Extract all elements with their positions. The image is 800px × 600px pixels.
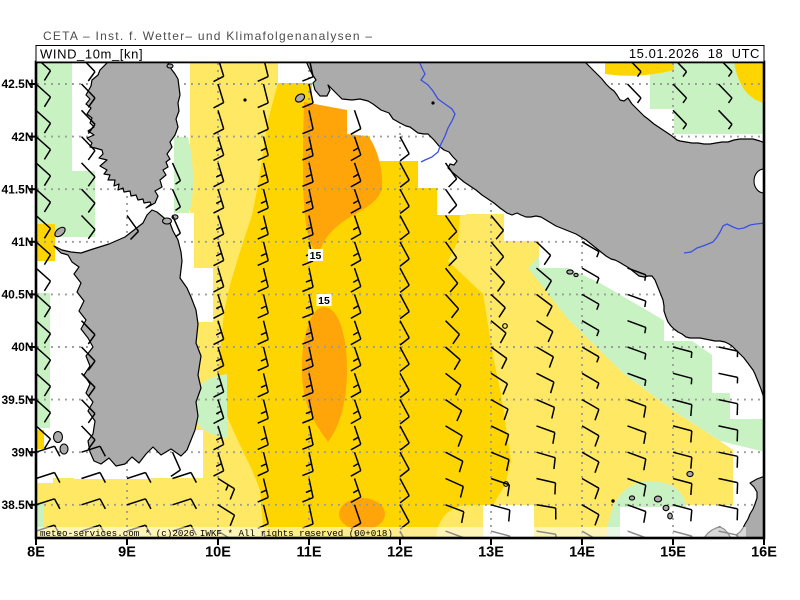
svg-text:meteo-services.com * (c)2026 I: meteo-services.com * (c)2026 IWKF * All … xyxy=(40,528,393,539)
svg-text:15.01.2026 18 UTC: 15.01.2026 18 UTC xyxy=(629,46,760,61)
svg-text:9E: 9E xyxy=(118,545,136,561)
svg-text:42N: 42N xyxy=(11,130,33,144)
svg-text:10E: 10E xyxy=(205,545,231,561)
svg-text:39N: 39N xyxy=(11,445,33,459)
svg-text:39.5N: 39.5N xyxy=(1,393,33,407)
svg-text:38.5N: 38.5N xyxy=(1,498,33,512)
svg-text:11E: 11E xyxy=(297,545,322,561)
svg-text:15: 15 xyxy=(310,250,322,262)
svg-text:40N: 40N xyxy=(11,340,33,354)
svg-text:14E: 14E xyxy=(569,545,595,561)
svg-text:41.5N: 41.5N xyxy=(1,182,33,196)
svg-text:15: 15 xyxy=(318,295,330,307)
svg-text:12E: 12E xyxy=(387,545,413,561)
svg-text:WIND_10m_[kn]: WIND_10m_[kn] xyxy=(40,47,143,62)
svg-text:42.5N: 42.5N xyxy=(1,77,33,91)
svg-text:15E: 15E xyxy=(660,545,686,561)
svg-text:CETA – Inst. f. Wetter– und Kl: CETA – Inst. f. Wetter– und Klimafolgena… xyxy=(43,29,373,43)
svg-text:13E: 13E xyxy=(478,545,504,561)
svg-text:40.5N: 40.5N xyxy=(1,288,33,302)
svg-text:8E: 8E xyxy=(27,545,45,561)
svg-text:16E: 16E xyxy=(751,545,777,561)
svg-text:41N: 41N xyxy=(11,235,33,249)
